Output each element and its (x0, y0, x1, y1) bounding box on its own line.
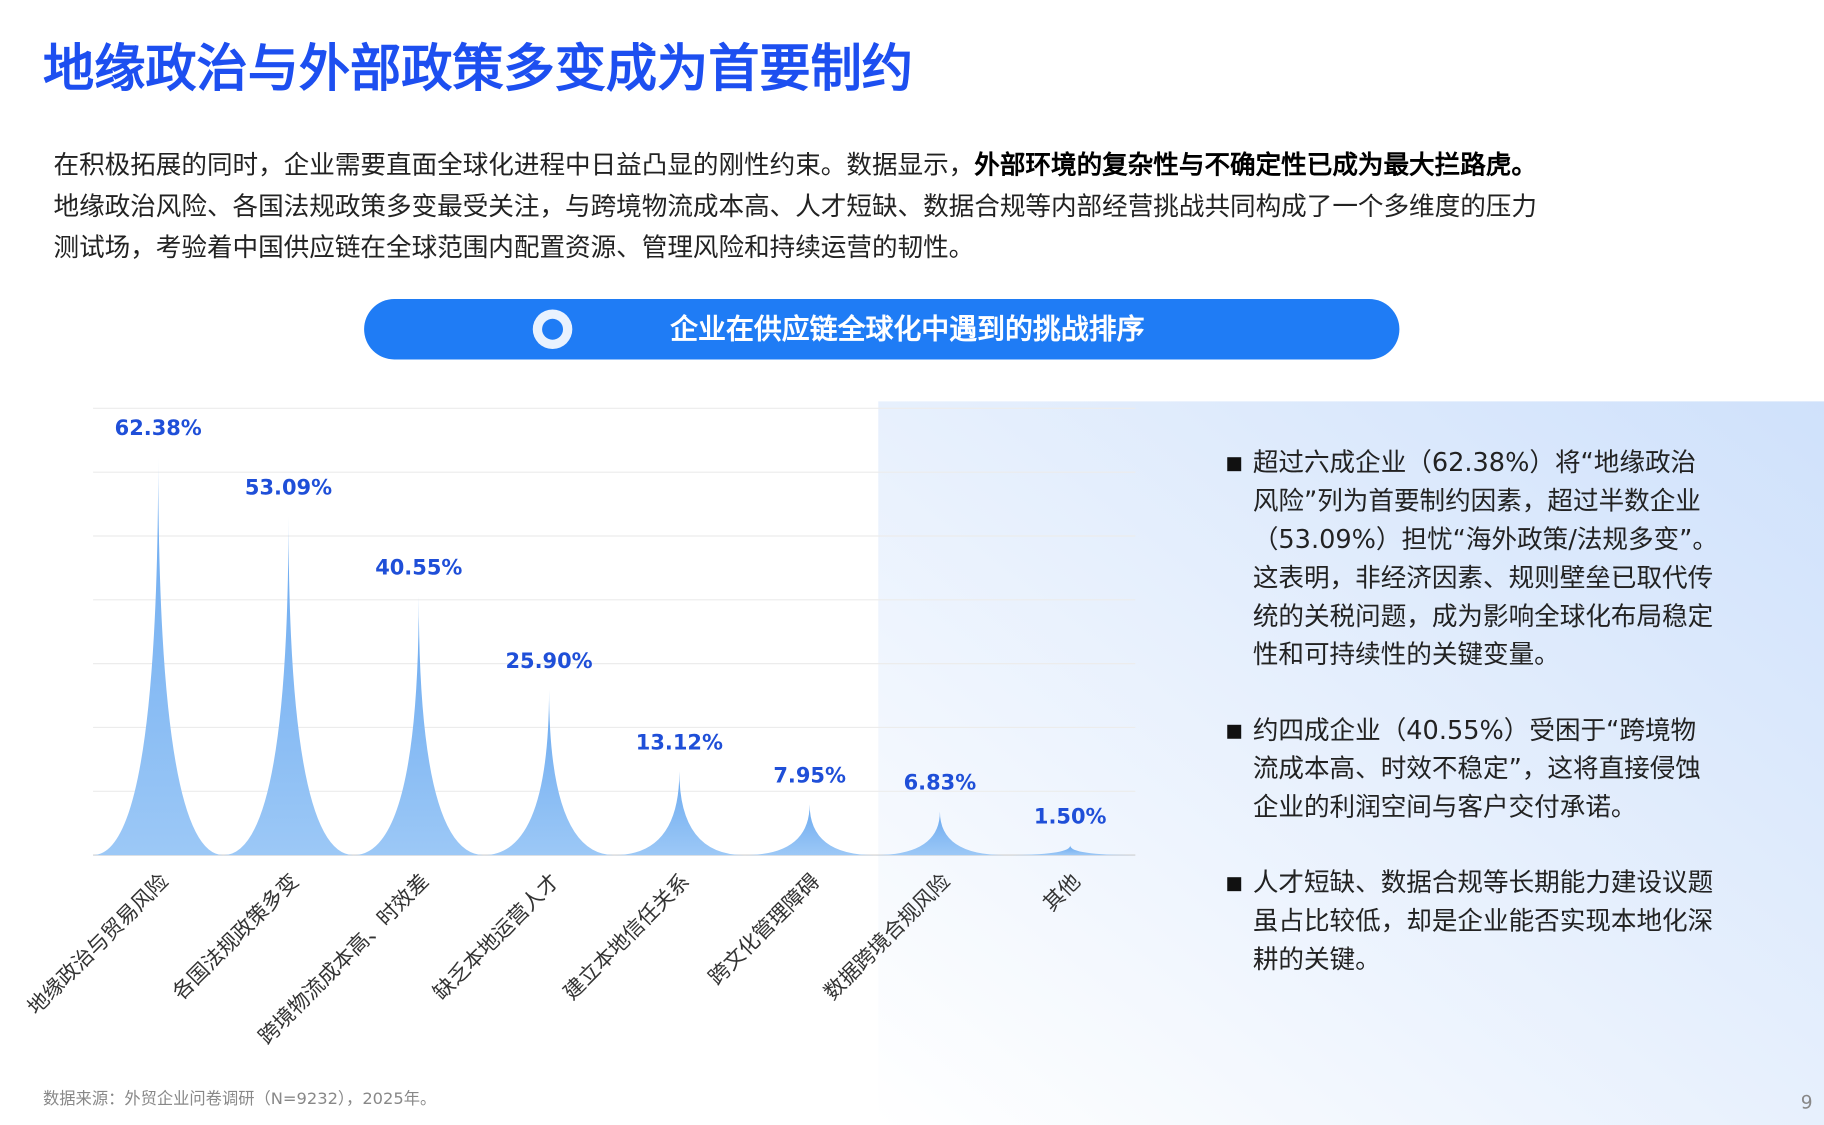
note-text: 企业的利润空间与客户交付承诺。 (1253, 793, 1637, 823)
banner-title: 企业在供应链全球化中遇到的挑战排序 (670, 312, 1144, 345)
note-text: 超过六成企业（62.38%）将“地缘政治 (1253, 448, 1696, 478)
banner-icon (542, 318, 564, 340)
intro-emphasis: 外部环境的复杂性与不确定性已成为最大拦路虎。 (974, 149, 1537, 180)
data-label: 62.38% (115, 416, 202, 440)
panel-bg (878, 401, 1824, 1125)
x-tick-label: 建立本地信任关系 (559, 869, 694, 1004)
note-text: 统的关税问题，成为影响全球化布局稳定 (1253, 602, 1713, 632)
spike-bar (874, 811, 1006, 856)
page-number: 9 (1801, 1092, 1813, 1113)
intro-text: 在积极拓展的同时，企业需要直面全球化进程中日益凸显的刚性约束。数据显示， (54, 150, 975, 180)
title: 地缘政治与外部政策多变成为首要制约 (43, 39, 913, 99)
note-text: 虽占比较低，却是企业能否实现本地化深 (1253, 907, 1713, 937)
note-text: 这表明，非经济因素、规则壁垒已取代传 (1253, 563, 1713, 593)
data-label: 13.12% (636, 730, 723, 754)
bullet-marker (1227, 724, 1242, 739)
banner (364, 298, 1400, 360)
intro: 在积极拓展的同时，企业需要直面全球化进程中日益凸显的刚性约束。数据显示，外部环境… (54, 149, 1537, 180)
spike-bar (744, 804, 875, 856)
x-tick-label: 缺乏本地运营人才 (428, 869, 563, 1004)
data-label: 1.50% (1034, 805, 1107, 829)
x-tick-label: 地缘政治与贸易风险 (23, 869, 173, 1019)
note-text: 性和可持续性的关键变量。 (1253, 640, 1560, 670)
note-text: 流成本高、时效不稳定”，这将直接侵蚀 (1253, 754, 1701, 784)
x-tick-label: 跨文化管理障碍 (704, 869, 825, 990)
note-text: 耕的关键。 (1253, 945, 1381, 975)
x-tick-label: 各国法规政策多变 (168, 869, 303, 1004)
note-text: 风险”列为首要制约因素，超过半数企业 (1253, 487, 1701, 517)
bullet-marker (1227, 877, 1242, 892)
spike-bar (223, 516, 354, 856)
data-label: 7.95% (773, 763, 846, 787)
data-label: 6.83% (904, 771, 977, 795)
intro-text: 测试场，考验着中国供应链在全球范围内配置资源、管理风险和持续运营的韧性。 (54, 233, 975, 263)
spike-bar (93, 456, 224, 856)
spike-bar (614, 771, 745, 856)
note-text: 约四成企业（40.55%）受困于“跨境物 (1253, 716, 1696, 746)
note-text: （53.09%）担忧“海外政策/法规多变”。 (1253, 525, 1718, 555)
note-text: 人才短缺、数据合规等长期能力建设议题 (1253, 868, 1713, 898)
data-label: 25.90% (505, 649, 592, 673)
data-label: 53.09% (245, 475, 332, 499)
bullet-marker (1227, 457, 1242, 472)
spike-bar (483, 689, 615, 856)
spike-bar (1005, 845, 1136, 856)
source: 数据来源：外贸企业问卷调研（N=9232），2025年。 (43, 1089, 436, 1108)
data-label: 40.55% (375, 555, 462, 579)
intro-text: 地缘政治风险、各国法规政策多变最受关注，与跨境物流成本高、人才短缺、数据合规等内… (54, 192, 1537, 222)
spike-bar (353, 596, 484, 856)
